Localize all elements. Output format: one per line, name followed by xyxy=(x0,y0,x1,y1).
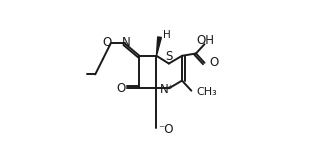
Text: N: N xyxy=(122,36,131,49)
Text: CH₃: CH₃ xyxy=(196,87,217,97)
Text: O: O xyxy=(117,82,126,95)
Text: N⁺: N⁺ xyxy=(160,83,175,96)
Polygon shape xyxy=(156,37,161,56)
Text: ⁻O: ⁻O xyxy=(158,123,174,136)
Text: O: O xyxy=(209,56,218,69)
Text: S: S xyxy=(166,50,173,63)
Text: H: H xyxy=(163,30,170,40)
Text: OH: OH xyxy=(196,34,214,47)
Text: O: O xyxy=(103,36,112,49)
